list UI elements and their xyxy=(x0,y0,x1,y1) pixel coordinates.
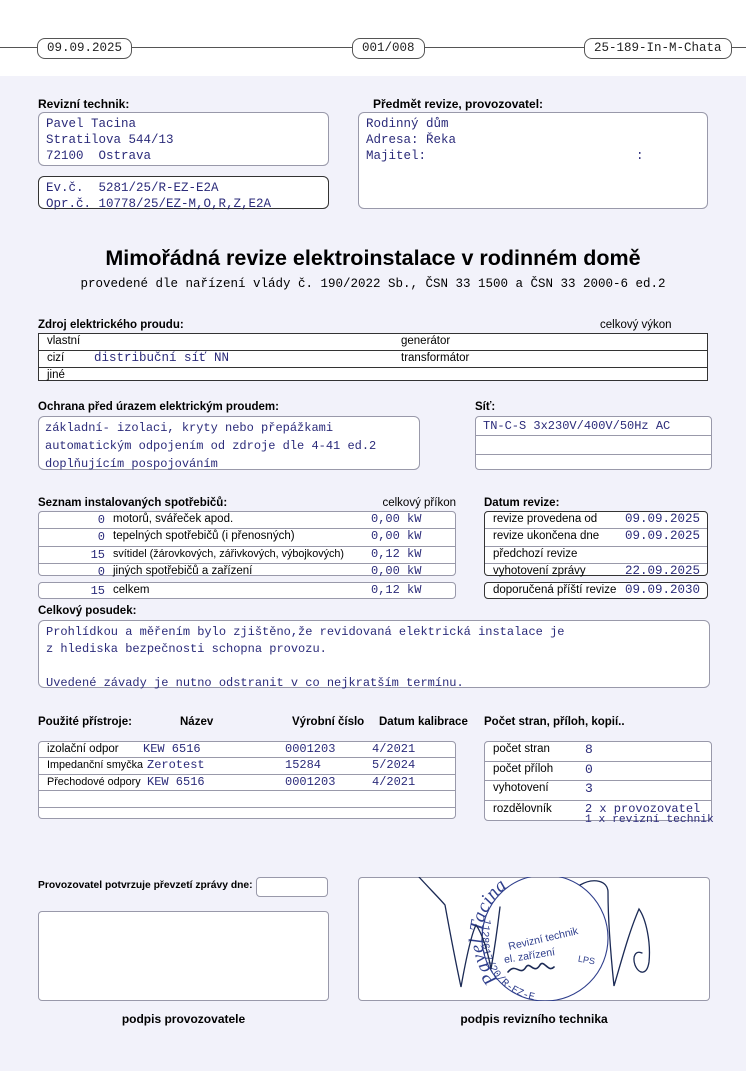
svg-text:1128617/20/R-EZ-E2A: 1128617/20/R-EZ-E2A xyxy=(358,877,536,1001)
svg-text:LPS: LPS xyxy=(577,954,595,967)
